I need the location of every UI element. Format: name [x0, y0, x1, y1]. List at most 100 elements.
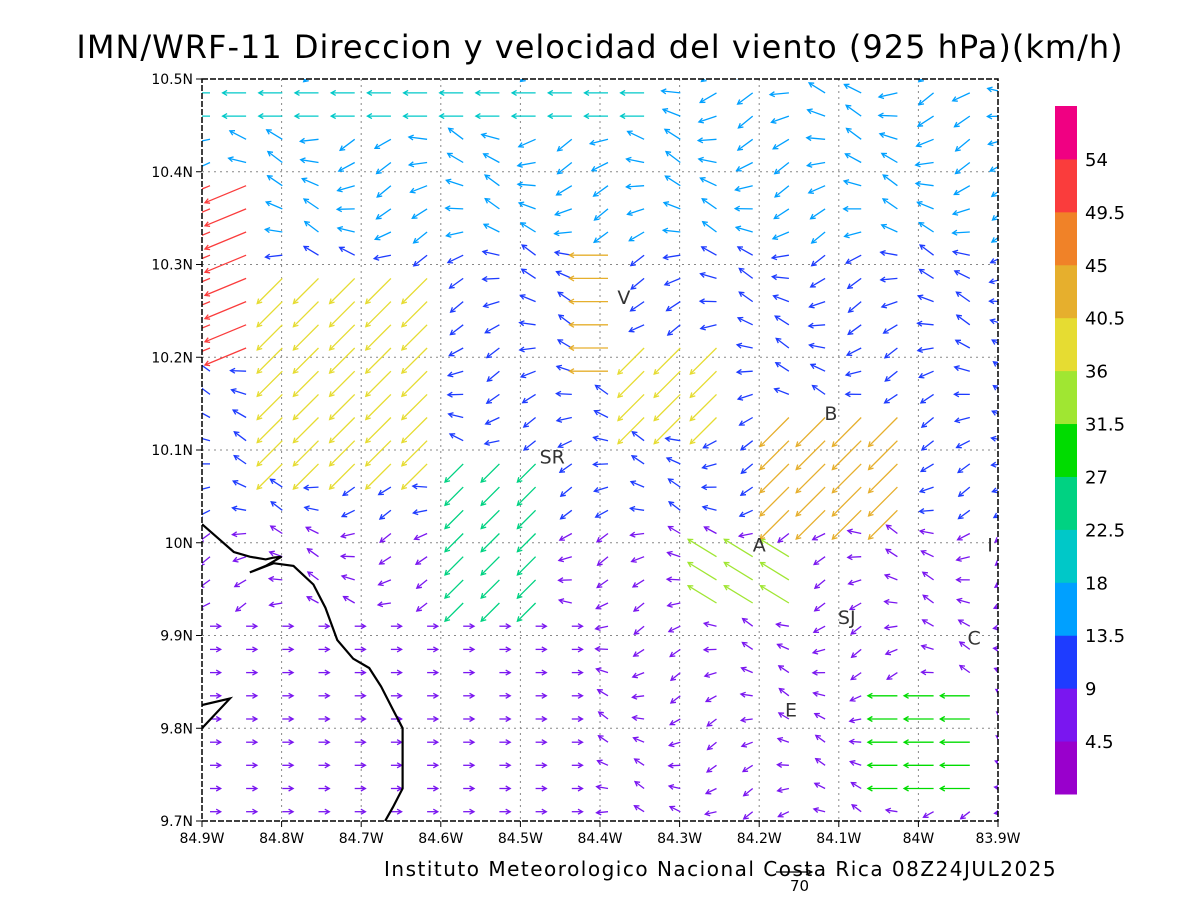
wind-arrow-shaft — [597, 689, 609, 697]
wind-arrow-shaft — [704, 671, 717, 677]
wind-arrow-shaft — [234, 579, 247, 588]
wind-arrow-shaft — [735, 185, 753, 191]
wind-arrow-shaft — [632, 579, 645, 588]
wind-arrow-shaft — [843, 180, 862, 187]
wind-arrow-head — [662, 201, 670, 207]
wind-arrow-head — [202, 560, 205, 566]
wind-arrow-head — [269, 525, 276, 532]
wind-arrow-shaft — [292, 440, 319, 467]
wind-arrow-shaft — [256, 324, 283, 351]
wind-arrow-head — [215, 739, 223, 746]
wind-arrow-shaft — [742, 641, 754, 650]
colorbar-label: 54 — [1085, 150, 1108, 171]
wind-arrow-shaft — [884, 574, 898, 581]
wind-arrow-head — [396, 669, 403, 676]
x-tick-label: 84.9W — [179, 831, 224, 847]
wind-arrow-shaft — [202, 364, 211, 372]
wind-arrow-head — [568, 368, 575, 375]
wind-arrow-head — [989, 258, 996, 264]
wind-arrow-head — [914, 180, 921, 188]
wind-arrow-head — [480, 546, 487, 553]
wind-arrow-head — [432, 739, 440, 746]
wind-arrow-head — [883, 352, 891, 359]
wind-arrow-shaft — [632, 695, 645, 698]
wind-arrow-shaft — [485, 416, 500, 425]
wind-arrow-shaft — [229, 61, 246, 70]
wind-arrow-shaft — [665, 175, 681, 187]
colorbar-label: 9 — [1085, 679, 1096, 700]
colorbar-swatch — [1055, 423, 1077, 477]
wind-arrow-head — [324, 669, 331, 676]
wind-arrow-head — [902, 762, 909, 769]
wind-arrow-head — [338, 246, 345, 253]
wind-arrow-head — [288, 785, 295, 792]
wind-arrow-head — [630, 283, 637, 290]
wind-arrow-shaft — [595, 648, 609, 651]
wind-arrow-shaft — [662, 108, 681, 117]
wind-arrow-head — [215, 715, 223, 723]
wind-arrow-shaft — [484, 324, 500, 334]
wind-arrow-shaft — [737, 370, 753, 373]
wind-arrow-head — [759, 585, 766, 591]
wind-arrow-shaft — [760, 585, 790, 604]
wind-arrow-head — [187, 90, 192, 95]
wind-arrow-shaft — [379, 509, 392, 520]
colorbar-label: 31.5 — [1085, 415, 1125, 436]
wind-arrow-head — [850, 652, 857, 659]
wind-arrow-head — [626, 210, 633, 216]
wind-arrow-head — [412, 237, 419, 244]
wind-arrow-shaft — [516, 556, 537, 576]
wind-arrow-shaft — [444, 463, 464, 483]
wind-arrow-shaft — [445, 66, 464, 69]
wind-arrow-head — [736, 145, 744, 151]
wind-arrow-head — [593, 409, 600, 416]
wind-arrow-head — [994, 536, 998, 543]
wind-arrow-head — [583, 113, 590, 120]
wind-arrow-head — [256, 414, 263, 421]
wind-arrow-head — [299, 157, 306, 164]
wind-arrow-head — [987, 140, 994, 147]
wind-arrow-head — [883, 624, 890, 631]
wind-arrow-head — [741, 641, 748, 648]
wind-arrow-shaft — [300, 159, 319, 164]
wind-arrow-shaft — [993, 647, 998, 650]
wind-arrow-head — [807, 82, 815, 88]
wind-arrow-shaft — [256, 301, 283, 328]
colorbar-label: 45 — [1085, 256, 1108, 277]
wind-arrow-shaft — [480, 486, 500, 506]
wind-arrow-shaft — [883, 324, 898, 334]
colorbar-swatch — [1055, 317, 1077, 372]
wind-arrow-head — [955, 556, 962, 562]
wind-arrow-head — [379, 537, 386, 543]
wind-arrow-head — [335, 206, 343, 213]
wind-arrow-shaft — [759, 509, 790, 540]
wind-arrow-head — [619, 113, 626, 120]
wind-arrow-head — [866, 785, 873, 792]
wind-arrow-shaft — [960, 811, 971, 820]
wind-arrow-head — [877, 93, 885, 100]
wind-arrow-head — [773, 213, 780, 220]
wind-arrow-head — [739, 490, 747, 496]
wind-arrow-head — [812, 807, 819, 813]
wind-arrow-shaft — [705, 787, 717, 795]
wind-arrow-shaft — [741, 718, 753, 722]
wind-arrow-head — [233, 430, 240, 437]
wind-arrow-shaft — [735, 226, 753, 233]
x-tick-label: 84.4W — [577, 831, 622, 847]
wind-arrow-head — [595, 784, 602, 791]
wind-arrow-shaft — [292, 301, 319, 328]
wind-arrow-head — [723, 538, 730, 545]
wind-arrow-head — [849, 760, 856, 766]
wind-arrow-head — [215, 669, 223, 676]
wind-arrow-shaft — [815, 734, 826, 743]
wind-arrow-head — [706, 721, 713, 727]
wind-arrow-head — [739, 444, 747, 451]
wind-arrow-shaft — [630, 507, 645, 511]
wind-arrow-shaft — [992, 489, 998, 493]
wind-arrow-head — [669, 675, 677, 682]
wind-arrow-head — [920, 644, 927, 650]
wind-arrow-shaft — [886, 809, 898, 813]
wind-arrow-head — [256, 367, 263, 375]
wind-arrow-head — [619, 89, 626, 96]
wind-arrow-head — [954, 145, 961, 152]
